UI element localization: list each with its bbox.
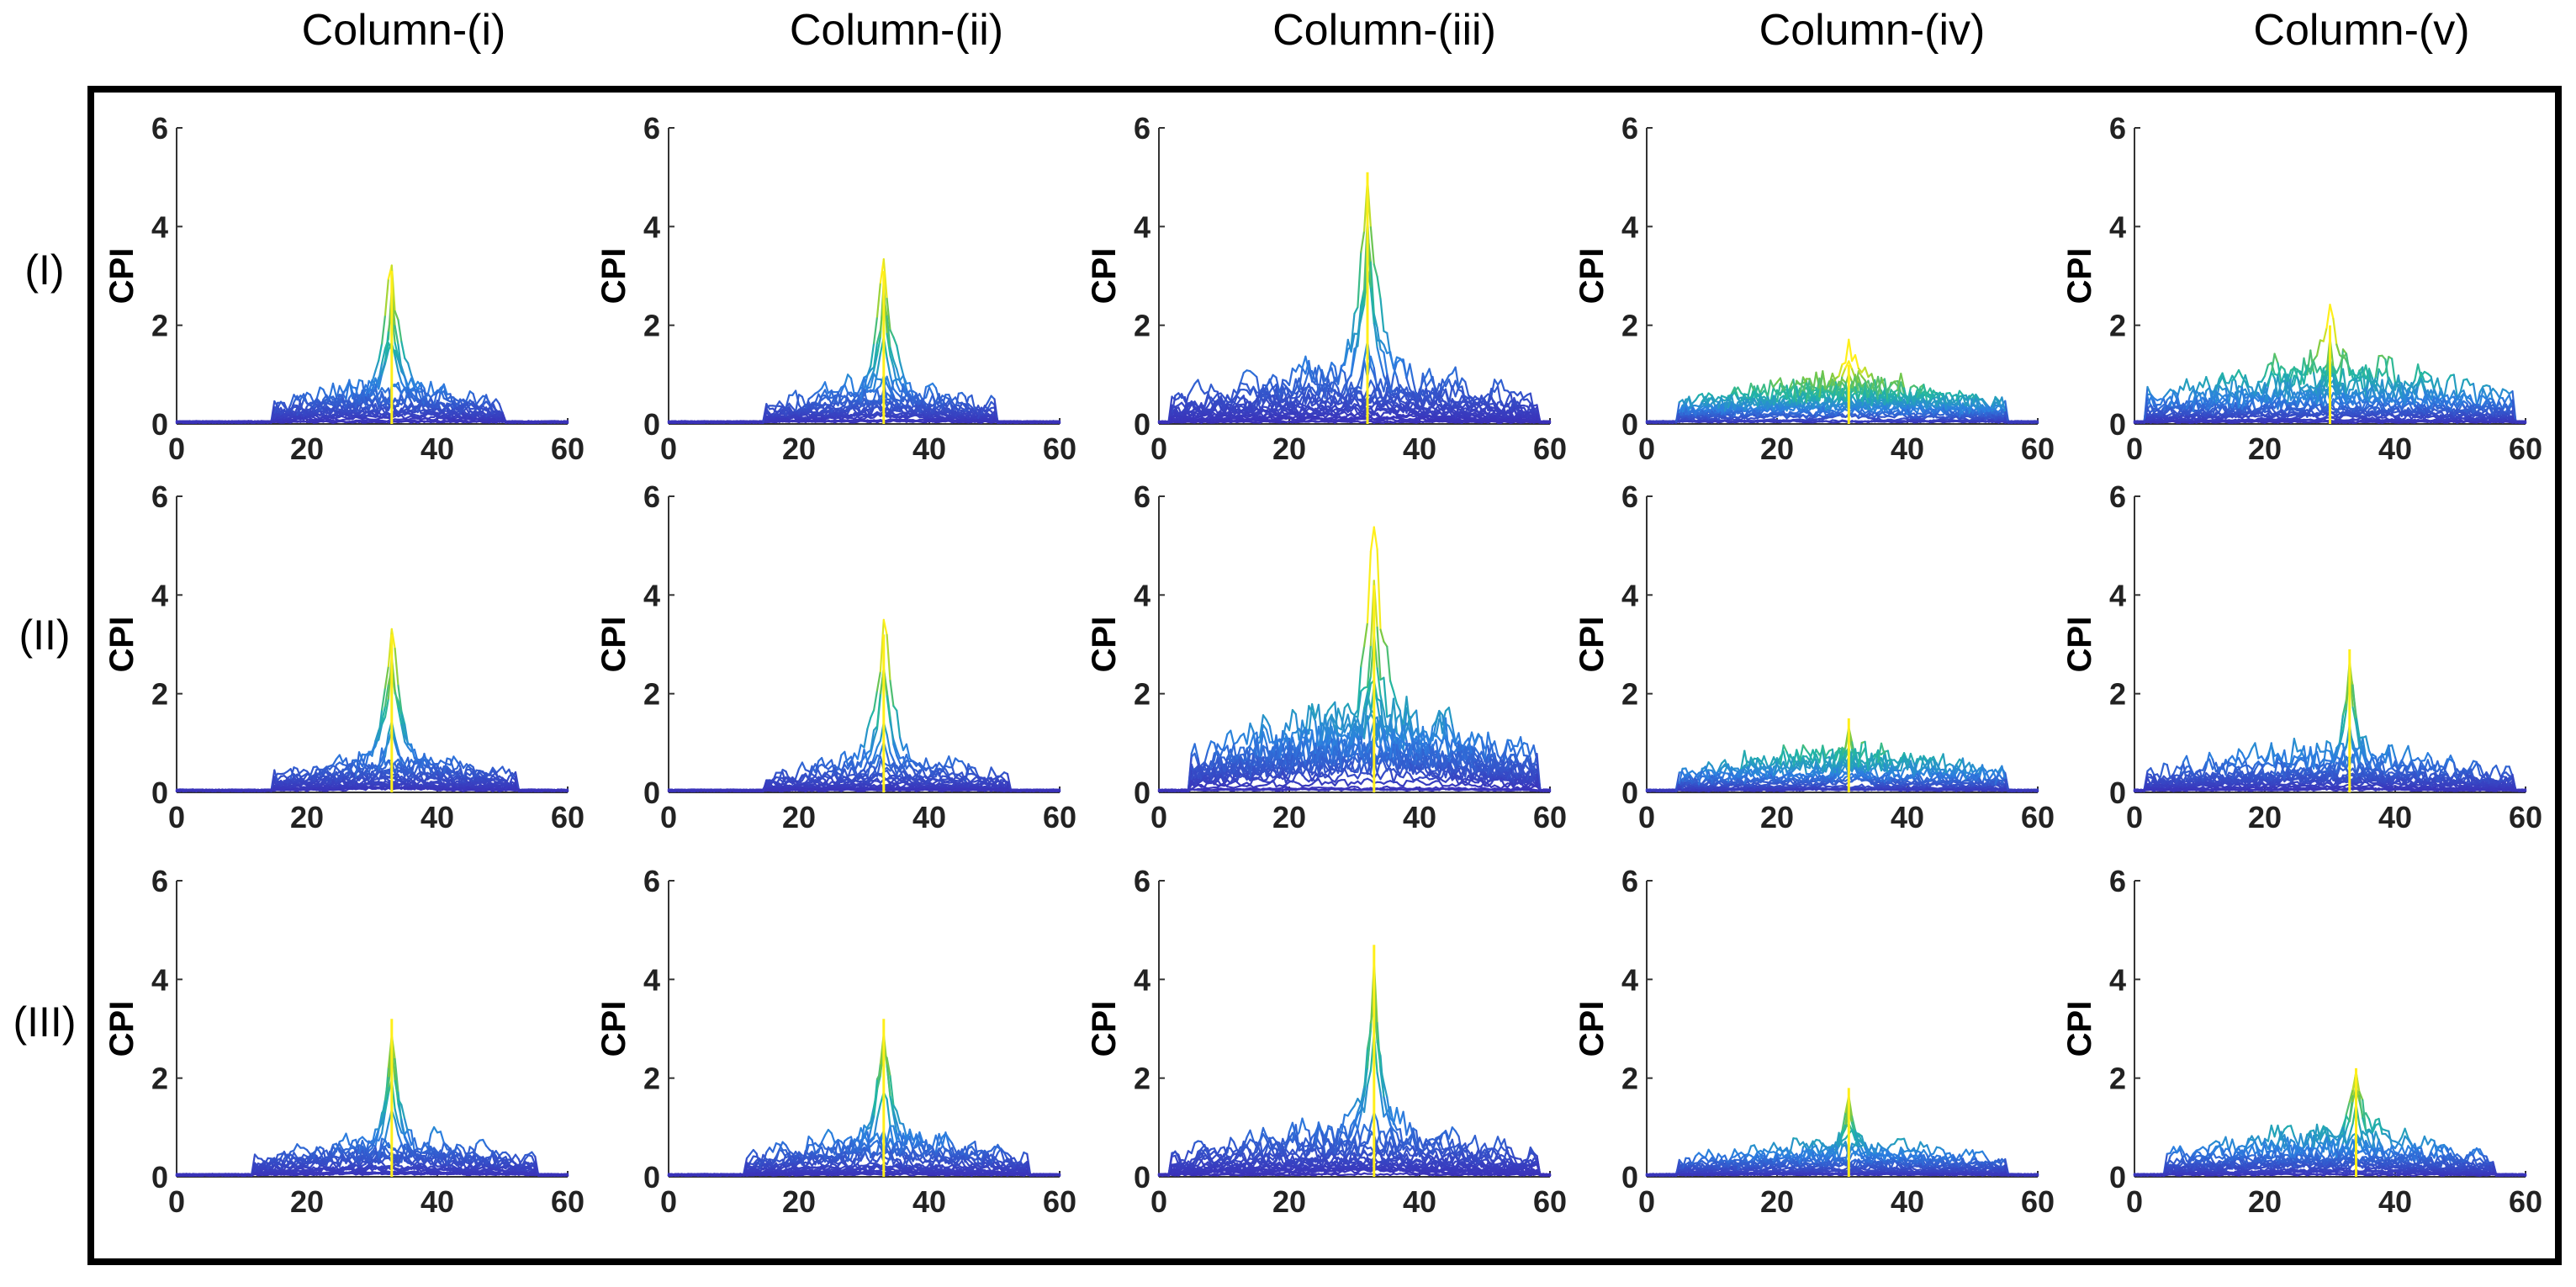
trace-segment (330, 384, 333, 397)
y-tick-label: 2 (151, 309, 168, 343)
trace-segment (317, 388, 320, 400)
trace-segment (395, 311, 399, 320)
trace-segment (375, 360, 378, 371)
plot-grid: 02460 20 40 60CPI02460 20 40 60CPI02460 20 40 60C… (0, 0, 2576, 1287)
x-tick-label: 20 (290, 432, 324, 466)
x-tick-label: 0 (168, 432, 185, 466)
x-tick-label: 60 (551, 432, 584, 466)
trace-segment (467, 391, 470, 400)
trace-segment (333, 384, 336, 397)
y-tick-label: 6 (151, 111, 168, 146)
y-tick-label: 0 (151, 407, 168, 442)
y-axis-label: CPI (103, 248, 140, 305)
trace-segment (382, 315, 385, 344)
trace-segment (408, 363, 411, 375)
trace-segment (399, 372, 402, 383)
x-tick-label: 40 (421, 432, 454, 466)
trace-segment (431, 382, 434, 395)
y-tick-label: 4 (151, 209, 168, 244)
trace-segment (340, 386, 343, 393)
trace-segment (310, 395, 314, 402)
trace-segment (385, 279, 389, 315)
trace-segment (401, 342, 405, 358)
trace-segment (378, 344, 382, 361)
trace-segment (399, 320, 402, 342)
